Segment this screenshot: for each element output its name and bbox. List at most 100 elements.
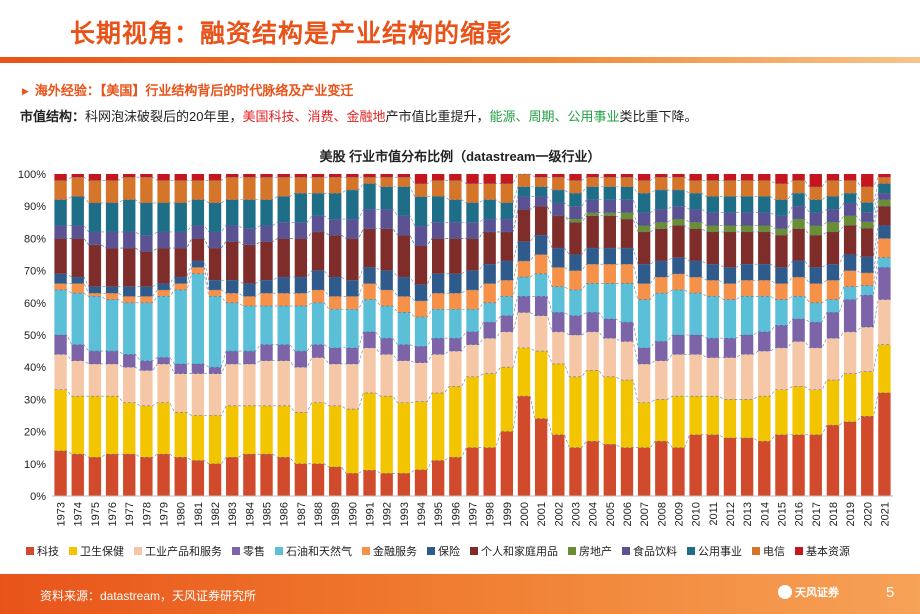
- bar-segment: [740, 196, 754, 213]
- bar-segment: [861, 327, 874, 372]
- bar-segment: [878, 299, 891, 345]
- bar-segment: [363, 183, 376, 210]
- bar-segment: [363, 331, 376, 348]
- bar-segment: [569, 335, 582, 377]
- bar-segment: [706, 174, 719, 181]
- source-note: 资料来源：datastream，天风证券研究所: [40, 589, 257, 603]
- bar-segment: [140, 251, 153, 287]
- bar-segment: [586, 177, 599, 187]
- bar-segment: [534, 174, 548, 178]
- x-tick-label: 2014: [759, 502, 771, 526]
- bar-segment: [723, 196, 737, 213]
- bar-segment: [260, 306, 273, 345]
- description: 市值结构：科网泡沫破裂后的20年里，美国科技、消费、金融地产市值比重提升，能源、…: [20, 106, 698, 125]
- bar-segment: [191, 225, 205, 239]
- bar-segment: [740, 174, 754, 181]
- legend-label: 石油和天然气: [286, 546, 352, 558]
- x-tick-label: 1973: [56, 502, 68, 526]
- bar-segment: [260, 293, 273, 307]
- bar-segment: [620, 341, 634, 381]
- bar-segment: [397, 186, 411, 216]
- bar-segment: [380, 174, 393, 178]
- x-tick-label: 1978: [141, 502, 153, 526]
- bar-segment: [552, 286, 565, 313]
- bar-segment: [586, 370, 599, 442]
- bar-segment: [414, 245, 428, 285]
- bar-segment: [243, 177, 256, 200]
- bar-segment: [88, 174, 102, 181]
- bar-segment: [157, 174, 170, 181]
- bar-segment: [208, 174, 222, 181]
- bar-segment: [191, 415, 205, 461]
- bar-segment: [740, 280, 754, 297]
- bar-segment: [569, 222, 582, 255]
- bar-segment: [740, 296, 754, 335]
- bar-segment: [123, 231, 136, 249]
- bar-segment: [517, 186, 531, 197]
- bar-segment: [740, 264, 754, 281]
- bar-segment: [346, 363, 359, 410]
- bar-segment: [792, 296, 805, 319]
- bar-segment: [208, 180, 222, 203]
- bar-segment: [483, 264, 496, 284]
- bar-segment: [655, 190, 668, 210]
- bar-segment: [243, 363, 256, 406]
- bar-segment: [672, 354, 685, 397]
- title-rule: [0, 57, 920, 63]
- bar-segment: [637, 193, 651, 213]
- legend-item: 基本资源: [795, 543, 850, 559]
- bar-segment: [140, 202, 153, 236]
- desc-label: 市值结构：: [20, 109, 86, 124]
- bar-segment: [620, 199, 634, 213]
- bar-segment: [71, 174, 84, 178]
- bar-segment: [758, 441, 771, 496]
- bar-segment: [174, 363, 187, 374]
- bar-segment: [517, 296, 531, 313]
- bar-segment: [243, 306, 256, 352]
- bar-segment: [174, 289, 187, 364]
- bar-segment: [380, 177, 393, 187]
- bar-segment: [260, 199, 273, 226]
- bar-segment: [363, 299, 376, 332]
- bar-segment: [54, 273, 67, 284]
- x-tick-label: 2010: [691, 502, 703, 526]
- legend-label: 工业产品和服务: [145, 546, 222, 558]
- bar-segment: [157, 296, 170, 358]
- bar-segment: [517, 241, 531, 261]
- bar-segment: [792, 434, 805, 496]
- bar-segment: [603, 186, 616, 200]
- bar-segment: [878, 206, 891, 226]
- bar-segment: [603, 248, 616, 265]
- bar-segment: [157, 289, 170, 297]
- bar-segment: [380, 270, 393, 290]
- bar-segment: [637, 363, 651, 403]
- bar-segment: [346, 174, 359, 178]
- bar-segment: [105, 293, 119, 300]
- bar-segment: [517, 347, 531, 397]
- bar-segment: [88, 396, 102, 458]
- bar-segment: [466, 270, 479, 290]
- bar-segment: [689, 354, 702, 397]
- bar-segment: [706, 231, 719, 265]
- bar-segment: [123, 174, 136, 178]
- bar-segment: [843, 331, 857, 374]
- bar-segment: [329, 467, 342, 496]
- bar-segment: [191, 238, 205, 261]
- x-tick-label: 1987: [296, 502, 308, 526]
- bar-segment: [758, 180, 771, 197]
- bar-segment: [311, 289, 325, 303]
- bar-segment: [775, 183, 788, 200]
- bar-segment: [71, 277, 84, 284]
- bar-segment: [105, 454, 119, 496]
- legend-swatch: [232, 547, 240, 555]
- bar-segment: [123, 177, 136, 200]
- bar-segment: [843, 286, 857, 300]
- legend-label: 房地产: [579, 546, 612, 558]
- bar-segment: [363, 228, 376, 268]
- bar-segment: [620, 264, 634, 284]
- bar-segment: [552, 174, 565, 178]
- bar-segment: [655, 222, 668, 229]
- desc-part1: 科网泡沫破裂后的20年里，: [85, 109, 243, 124]
- bar-segment: [672, 219, 685, 226]
- bar-segment: [140, 360, 153, 371]
